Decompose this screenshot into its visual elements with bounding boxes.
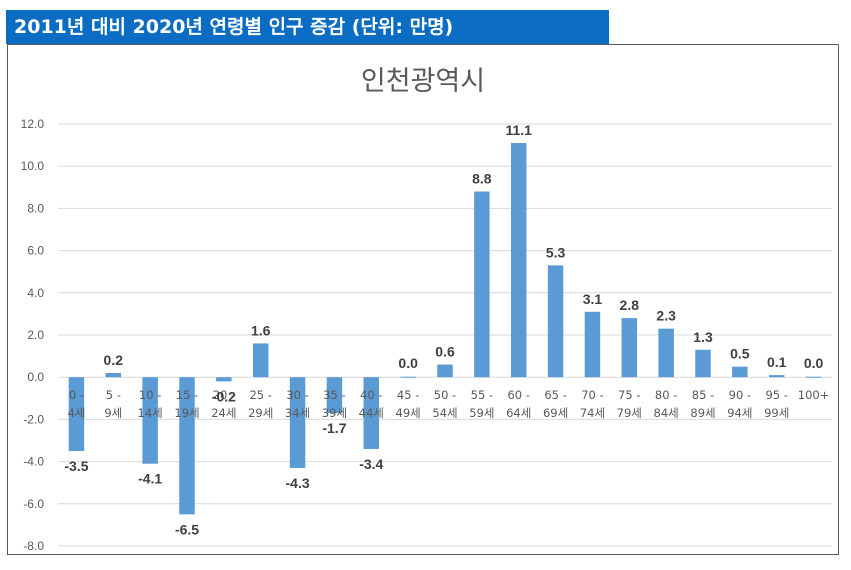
data-label: 0.0 xyxy=(804,355,824,371)
x-tick-label: 40 -44세 xyxy=(359,388,384,420)
x-tick-label: 50 -54세 xyxy=(432,388,457,420)
bar xyxy=(695,349,711,378)
x-tick-label: 15 -19세 xyxy=(174,388,199,420)
bar xyxy=(289,377,306,468)
bar xyxy=(400,376,416,378)
bar xyxy=(68,377,85,452)
bar xyxy=(252,343,269,378)
data-label: -6.5 xyxy=(175,521,199,537)
data-label: -4.3 xyxy=(286,475,310,491)
chart-frame xyxy=(7,44,839,555)
y-tick-label: 8.0 xyxy=(27,201,44,215)
data-label: 2.8 xyxy=(620,297,640,313)
y-tick-label: -2.0 xyxy=(23,412,44,426)
y-tick-label: -4.0 xyxy=(23,455,44,469)
y-tick-label: -8.0 xyxy=(23,539,44,553)
x-tick-label: 5 -9세 xyxy=(104,388,122,420)
x-tick-label: 90 -94세 xyxy=(727,388,752,420)
x-tick-label: 60 -64세 xyxy=(506,388,531,420)
bar xyxy=(510,142,527,378)
gridlines xyxy=(58,123,832,547)
y-tick-label: -6.0 xyxy=(23,497,44,511)
x-tick-label: 65 -69세 xyxy=(543,388,568,420)
data-label: -4.1 xyxy=(138,471,162,487)
data-label: 5.3 xyxy=(546,244,566,260)
bar xyxy=(584,311,601,378)
x-axis-ticks: 0 -4세 5 -9세 10 -14세 15 -19세 20 -24세 25 -29세 30… xyxy=(67,388,829,420)
x-tick-label: 95 -99세 xyxy=(764,388,789,420)
data-label: 1.6 xyxy=(251,322,271,338)
chart-title: 인천광역시 xyxy=(361,66,485,97)
x-tick-label: 35 -39세 xyxy=(322,388,347,420)
x-tick-label: 100+ xyxy=(798,388,830,402)
y-tick-label: 6.0 xyxy=(27,244,44,258)
x-tick-label: 25 -29세 xyxy=(248,388,273,420)
bar xyxy=(179,377,195,515)
y-tick-label: 0.0 xyxy=(27,370,44,384)
data-label: -0.2 xyxy=(212,388,236,404)
x-tick-label: 85 -89세 xyxy=(690,388,715,420)
x-tick-label: 70 -74세 xyxy=(580,388,605,420)
bar xyxy=(805,376,822,378)
x-tick-label: 75 -79세 xyxy=(617,388,642,420)
y-tick-label: 2.0 xyxy=(27,328,44,342)
x-tick-label: 10 -14세 xyxy=(138,388,163,420)
data-label: 0.0 xyxy=(398,355,418,371)
data-label: 0.5 xyxy=(730,346,750,362)
data-label: 1.3 xyxy=(693,329,713,345)
bar xyxy=(142,377,158,464)
data-label: 8.8 xyxy=(472,171,492,187)
bar xyxy=(216,377,232,382)
data-label: -3.5 xyxy=(64,458,88,474)
chart-banner-title: 2011년 대비 2020년 연령별 인구 증감 (단위: 만명) xyxy=(6,10,609,44)
data-label: 0.6 xyxy=(435,344,455,360)
y-tick-label: 10.0 xyxy=(21,159,45,173)
bar xyxy=(363,377,380,449)
bar xyxy=(437,364,453,378)
y-axis-ticks: 12.0 10.0 8.0 6.0 4.0 2.0 0.0 -2.0 -4.0 -6.0 -8.0 xyxy=(21,117,45,553)
bar xyxy=(768,375,785,378)
y-tick-label: 12.0 xyxy=(21,117,45,131)
data-label: 0.2 xyxy=(104,352,124,368)
x-tick-label: 80 -84세 xyxy=(654,388,679,420)
bar xyxy=(547,265,564,378)
x-tick-label: 0 -4세 xyxy=(67,388,85,420)
data-label: 11.1 xyxy=(505,122,532,138)
bar xyxy=(105,372,122,378)
y-tick-label: 4.0 xyxy=(27,286,44,300)
bar xyxy=(326,377,343,414)
bars xyxy=(68,142,822,515)
data-label: -3.4 xyxy=(359,456,383,472)
bar xyxy=(474,191,490,378)
data-label: 0.1 xyxy=(767,354,787,370)
data-label: -1.7 xyxy=(322,420,346,436)
x-tick-label: 45 -49세 xyxy=(396,388,421,420)
bar xyxy=(658,328,674,378)
bar xyxy=(621,318,638,378)
data-labels: -3.5 0.2 -4.1 -6.5 -0.2 1.6 -4.3 -1.7 -3.4 0.0 0.6… xyxy=(64,122,823,537)
data-label: 3.1 xyxy=(583,291,603,307)
bar xyxy=(732,366,748,378)
x-tick-label: 55 -59세 xyxy=(469,388,494,420)
data-label: 2.3 xyxy=(656,308,676,324)
x-tick-label: 30 -34세 xyxy=(285,388,310,420)
x-tick-label: 20 -24세 xyxy=(211,388,236,420)
